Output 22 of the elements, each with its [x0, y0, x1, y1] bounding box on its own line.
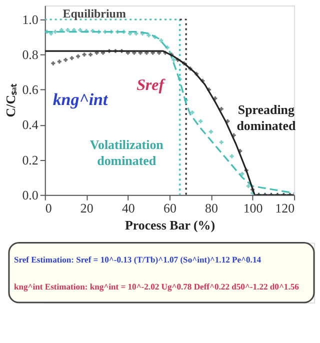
text: kng^int Estimation: kng^int = 10^-2.02 Ug^0.78 Deff^0.22 d50^-1.22 d0^1.56 — [14, 282, 300, 292]
annotation: Spreading dominated — [236, 102, 296, 134]
y-tick-label: 0.4 — [22, 117, 39, 132]
x-tick-label: 120 — [275, 200, 295, 216]
annotation: kng^int — [52, 90, 109, 110]
y-axis-title: C/Cₛₐₜ — [3, 83, 18, 118]
x-tick-label: 40 — [122, 200, 135, 216]
y-tick-label: 0.0 — [22, 187, 38, 202]
x-tick-label: 100 — [243, 200, 263, 216]
annotation: Sref — [136, 77, 166, 94]
y-tick-label: 0.8 — [22, 47, 38, 62]
x-tick-label: 80 — [205, 200, 218, 216]
text: Sref Estimation: Sref = 10^-0.13 (T/Tb)^1.07 (So^int)^1.12 Pe^0.14 — [14, 254, 262, 265]
annotation: Equilibrium — [62, 6, 126, 20]
x-tick-label: 0 — [45, 200, 52, 216]
y-tick-label: 0.2 — [22, 152, 38, 168]
x-tick-label: 20 — [80, 200, 94, 216]
annotation: Volatilization dominated — [90, 137, 164, 168]
y-tick-label: 0.6 — [22, 82, 39, 98]
x-tick-label: 60 — [164, 200, 176, 216]
y-tick-label: 1.0 — [22, 12, 38, 27]
x-axis-title: Process Bar (%) — [124, 217, 216, 232]
